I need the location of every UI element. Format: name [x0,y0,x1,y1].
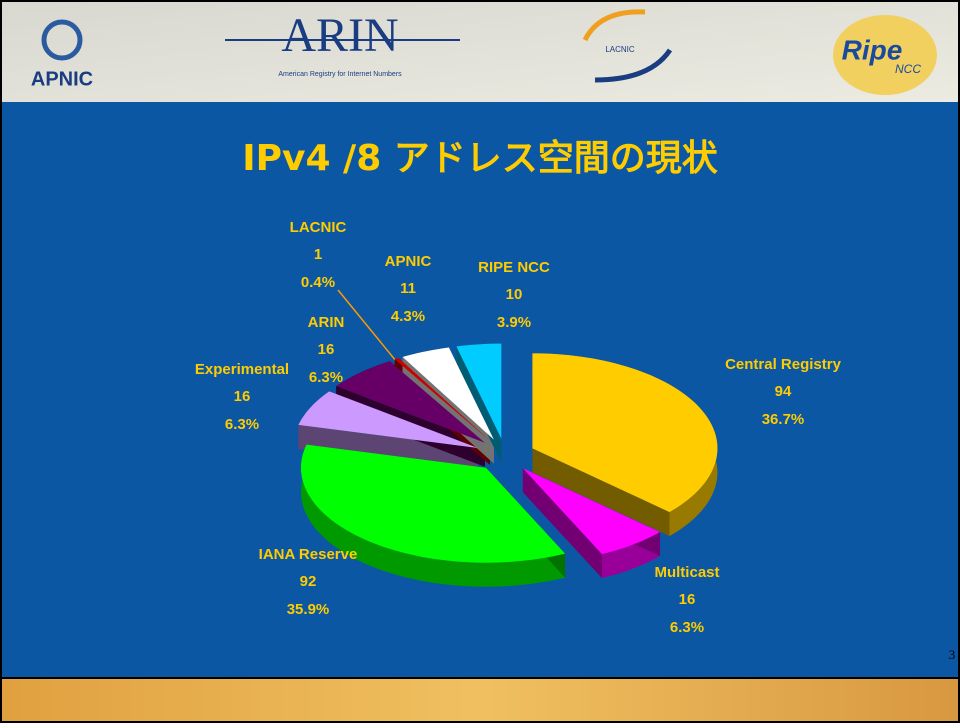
slice-label: Central Registry [725,356,842,373]
slice-percent: 6.3% [225,416,259,433]
slice-side [300,444,566,587]
slice-percent: 6.3% [670,619,704,636]
slice-side [298,424,478,472]
slice-label: IANA Reserve [259,546,358,563]
lacnic-swoosh [582,9,646,42]
slice-label: ARIN [308,314,345,331]
slice [300,444,566,563]
slice-percent: 0.4% [301,274,335,291]
slice [522,468,660,555]
slice-percent: 36.7% [762,411,805,428]
slice-label: APNIC [385,253,432,270]
pie-tops [298,343,718,563]
chart-title: IPv4 /8 アドレス空間の現状 [242,138,719,179]
slice [336,361,485,443]
slice-value: 16 [679,591,696,608]
lacnic-swoosh [594,48,673,83]
apnic-logo: APNIC [31,68,93,90]
slice-value: 1 [314,246,322,263]
slice-value: 11 [400,280,416,297]
slice-value: 94 [775,383,792,400]
slice-value: 92 [300,573,317,590]
leader-line [337,289,406,373]
pie-labels: Central Registry 94 36.7% Multicast 16 6.3% IA… [195,219,842,636]
slice-label: RIPE NCC [478,259,550,276]
slice-label: LACNIC [290,219,347,236]
slice-side [532,448,670,537]
ripe-logo: Ripe [842,34,903,65]
slice-percent: 4.3% [391,308,425,325]
slice [402,347,494,440]
slice-percent: 6.3% [309,369,343,386]
lacnic-logo: LACNIC [605,45,635,54]
logo-band [2,2,958,102]
slice [394,358,490,441]
slice-percent: 3.9% [497,314,531,331]
arin-logo: ARIN [281,9,398,62]
page-number: 3 [949,647,956,662]
slice [298,391,478,448]
slice-value: 10 [506,286,523,303]
slice [532,353,718,513]
slice-value: 16 [234,388,251,405]
slice-side [522,468,602,579]
slice-label: Multicast [654,564,719,581]
slice-percent: 35.9% [287,601,330,618]
slice-label: Experimental [195,361,289,378]
ripe-badge [833,15,937,95]
slice-value: 16 [318,341,335,358]
ripe-logo-sub: NCC [895,62,921,76]
arin-tagline: American Registry for Internet Numbers [278,71,402,78]
bottom-band [2,679,958,721]
slice [456,343,502,439]
apnic-icon [41,19,83,61]
